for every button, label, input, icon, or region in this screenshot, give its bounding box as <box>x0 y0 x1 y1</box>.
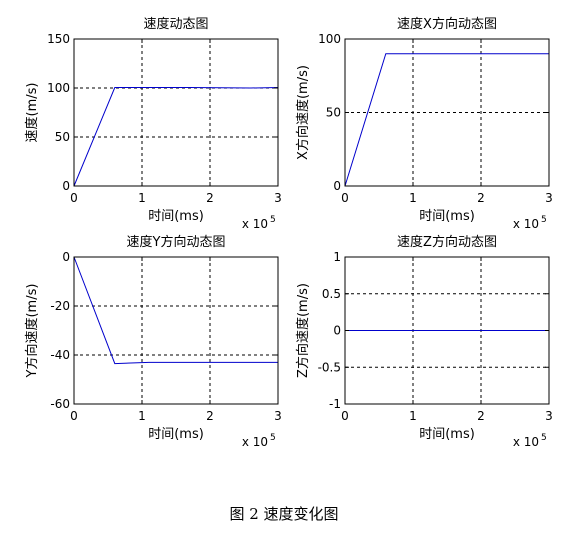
x-exponent-label: x 10 <box>513 217 539 231</box>
x-exponent-power: 5 <box>270 433 276 443</box>
y-tick-label: -1 <box>329 397 341 411</box>
y-tick-label: 50 <box>326 106 341 120</box>
subplot-title: 速度Z方向动态图 <box>397 234 497 250</box>
x-exponent-power: 5 <box>270 215 276 225</box>
x-axis-label: 时间(ms) <box>419 209 475 224</box>
y-axis-label: Z方向速度(m/s) <box>295 283 311 378</box>
y-tick-label: 0 <box>333 179 341 193</box>
x-axis-label: 时间(ms) <box>148 209 204 224</box>
figure-caption: 图 2 速度变化图 <box>229 505 339 523</box>
y-tick-label: 0 <box>333 324 341 338</box>
x-tick-label: 3 <box>274 409 282 423</box>
y-tick-label: 150 <box>47 32 70 46</box>
x-exponent-label: x 10 <box>242 435 268 449</box>
series-line <box>73 87 279 187</box>
x-tick-label: 2 <box>477 409 485 423</box>
y-tick-label: 1 <box>333 250 341 264</box>
x-tick-label: 2 <box>477 191 485 205</box>
x-exponent-label: x 10 <box>242 217 268 231</box>
x-tick-label: 2 <box>206 409 214 423</box>
x-tick-label: 3 <box>545 409 553 423</box>
x-tick-label: 2 <box>206 191 214 205</box>
y-tick-label: -20 <box>50 299 70 313</box>
x-exponent-power: 5 <box>541 215 547 225</box>
y-axis-label: Y方向速度(m/s) <box>24 284 40 379</box>
x-tick-label: 3 <box>274 191 282 205</box>
x-tick-label: 1 <box>138 409 146 423</box>
x-exponent-label: x 10 <box>513 435 539 449</box>
series-line <box>344 53 549 187</box>
x-exponent-power: 5 <box>541 433 547 443</box>
y-tick-label: 0 <box>62 250 70 264</box>
series-line <box>73 256 278 365</box>
plot-area <box>74 39 278 186</box>
x-axis-label: 时间(ms) <box>419 427 475 442</box>
subplot-title: 速度X方向动态图 <box>397 16 497 32</box>
x-tick-label: 0 <box>341 191 349 205</box>
plot-frame <box>73 256 279 405</box>
y-tick-label: 50 <box>55 130 70 144</box>
y-tick-label: 100 <box>47 81 70 95</box>
x-tick-label: 1 <box>409 409 417 423</box>
plot-area <box>74 257 278 404</box>
x-tick-label: 1 <box>138 191 146 205</box>
x-tick-label: 1 <box>409 191 417 205</box>
x-tick-label: 3 <box>545 191 553 205</box>
y-tick-label: -40 <box>50 348 70 362</box>
subplot-title: 速度动态图 <box>143 16 208 32</box>
y-axis-label: X方向速度(m/s) <box>295 65 311 160</box>
y-tick-label: 0.5 <box>322 287 341 301</box>
x-tick-label: 0 <box>70 191 78 205</box>
x-tick-label: 0 <box>70 409 78 423</box>
x-axis-label: 时间(ms) <box>148 427 204 442</box>
y-axis-label: 速度(m/s) <box>24 83 40 143</box>
x-tick-label: 0 <box>341 409 349 423</box>
y-tick-label: 0 <box>62 179 70 193</box>
y-tick-label: -60 <box>50 397 70 411</box>
subplot-title: 速度Y方向动态图 <box>127 234 226 250</box>
plot-frame <box>73 38 279 187</box>
y-tick-label: 100 <box>318 32 341 46</box>
y-tick-label: -0.5 <box>318 360 341 374</box>
